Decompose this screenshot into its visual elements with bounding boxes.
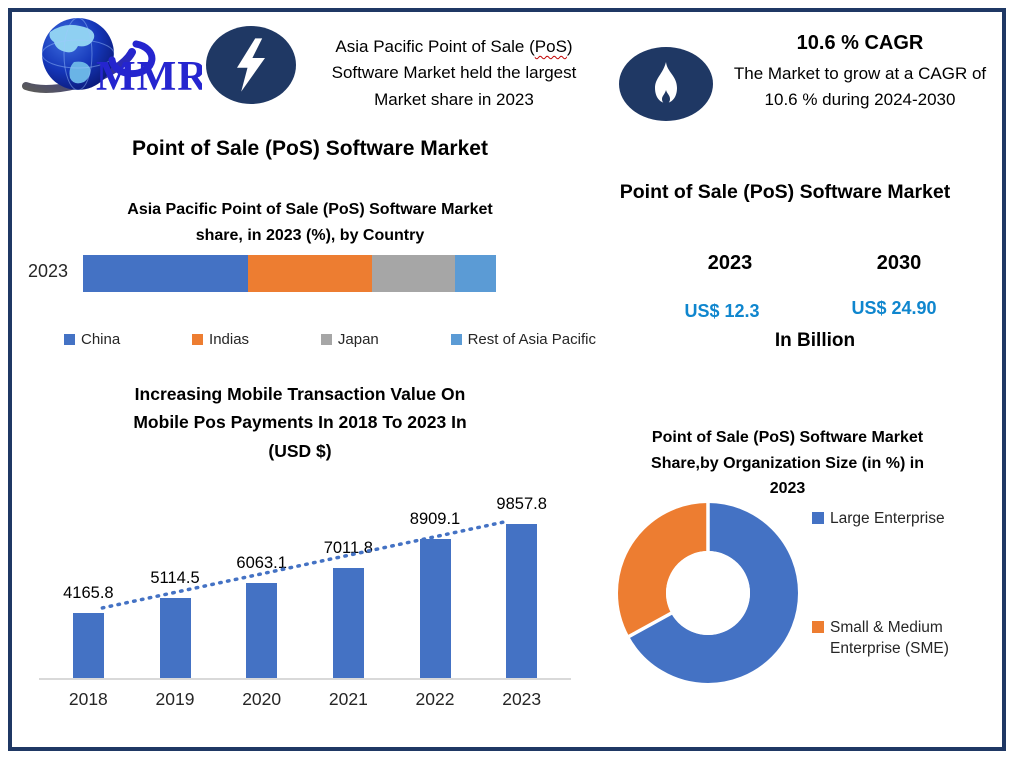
legend-marker-icon <box>192 334 204 345</box>
forecast-year-2023: 2023 <box>707 252 753 274</box>
callout-line-3: Market share in 2023 <box>374 89 534 109</box>
x-axis-label: 2019 <box>155 689 195 709</box>
left-section-title: Point of Sale (PoS) Software Market <box>132 137 488 160</box>
legend-label: Japan <box>337 331 379 348</box>
legend-item-china: China <box>64 331 120 348</box>
globe-icon: MMR <box>22 18 208 100</box>
bar-value-label: 6063.1 <box>236 554 287 573</box>
legend-marker-icon <box>64 334 75 345</box>
legend-item-large-enterprise: Large Enterprise <box>812 508 998 530</box>
market-value-2030: US$ 24.90 <box>851 298 937 318</box>
x-axis-label: 2021 <box>328 689 368 709</box>
bar-2023 <box>506 524 538 678</box>
org-chart-title: Point of Sale (PoS) Software Market Shar… <box>651 429 924 498</box>
x-axis-label: 2022 <box>415 689 455 709</box>
callout-line-1: Asia Pacific Point of Sale (PoS) <box>335 37 573 56</box>
country-chart-category-label: 2023 <box>28 261 69 281</box>
trendline <box>100 519 511 610</box>
legend-marker-icon <box>320 334 332 345</box>
right-section-title: Point of Sale (PoS) Software Market <box>619 181 951 203</box>
mobile-chart-title: Increasing Mobile Transaction Value On M… <box>133 384 467 461</box>
country-chart-legend: China Indias Japan Rest of Asia Pacific <box>64 331 596 348</box>
header-callout: Asia Pacific Point of Sale (PoS) Softwar… <box>298 34 610 113</box>
bar-2018 <box>72 612 104 678</box>
legend-marker-icon <box>450 334 462 345</box>
stacked-segment-indias <box>248 255 373 292</box>
legend-item-small-medium-enterprise-sme: Small & Medium Enterprise (SME) <box>812 617 998 660</box>
x-axis-line <box>39 678 571 680</box>
country-chart-title: Asia Pacific Point of Sale (PoS) Softwar… <box>127 201 493 244</box>
flame-icon <box>655 62 677 104</box>
cagr-block: 10.6 % CAGR The Market to grow at a CAGR… <box>712 32 1008 112</box>
x-axis-label: 2020 <box>242 689 282 709</box>
legend-item-indias: Indias <box>192 331 249 348</box>
legend-label: Small & Medium Enterprise (SME) <box>830 618 949 658</box>
country-stacked-bar <box>83 255 496 292</box>
legend-label: Large Enterprise <box>830 510 945 527</box>
bar-value-label: 4165.8 <box>63 583 114 602</box>
x-axis-label: 2018 <box>68 689 108 709</box>
org-donut-chart <box>614 499 802 687</box>
bar-2019 <box>159 598 191 678</box>
legend-label: Rest of Asia Pacific <box>467 331 596 348</box>
legend-label: Indias <box>209 331 250 348</box>
legend-item-japan: Japan <box>320 331 379 348</box>
bar-2022 <box>419 538 451 678</box>
donut-hole <box>666 551 750 635</box>
legend-label: China <box>81 331 121 348</box>
value-unit-label: In Billion <box>774 330 856 351</box>
org-chart-legend: Large Enterprise Small & Medium Enterpris… <box>812 508 998 660</box>
stacked-segment-japan <box>372 255 455 292</box>
flame-badge <box>619 47 713 121</box>
bar-value-label: 9857.8 <box>496 495 547 513</box>
lightning-badge <box>206 26 296 104</box>
stacked-segment-china <box>83 255 249 292</box>
cagr-title: 10.6 % CAGR <box>796 32 924 54</box>
mobile-chart-x-axis-labels: 2018 2019 2020 2021 2022 2023 <box>45 689 565 710</box>
bar-2021 <box>332 568 364 678</box>
callout-pos-term: PoS <box>534 37 567 56</box>
mobile-bar-chart-plot: 4165.8 5114.5 6063.1 7011.8 8909.1 9857.8 <box>39 490 571 680</box>
legend-marker-icon <box>812 620 824 633</box>
bar-value-label: 5114.5 <box>150 569 200 588</box>
bar-2020 <box>246 583 278 678</box>
logo-text: MMR <box>96 54 202 100</box>
callout-line-2: Software Market held the largest <box>331 63 577 83</box>
donut-graphic <box>618 501 798 683</box>
forecast-year-2030: 2030 <box>876 252 922 274</box>
mmr-logo: MMR <box>16 10 208 102</box>
market-value-2023: US$ 12.3 <box>684 301 760 321</box>
lightning-icon <box>237 38 265 92</box>
cagr-text: The Market to grow at a CAGR of 10.6 % d… <box>733 64 987 109</box>
legend-item-rest-of-asia-pacific: Rest of Asia Pacific <box>450 331 596 348</box>
x-axis-label: 2023 <box>502 689 542 709</box>
stacked-segment-rest-of-asia-pacific <box>454 255 496 292</box>
legend-marker-icon <box>812 512 824 524</box>
bar-value-label: 8909.1 <box>409 509 461 528</box>
